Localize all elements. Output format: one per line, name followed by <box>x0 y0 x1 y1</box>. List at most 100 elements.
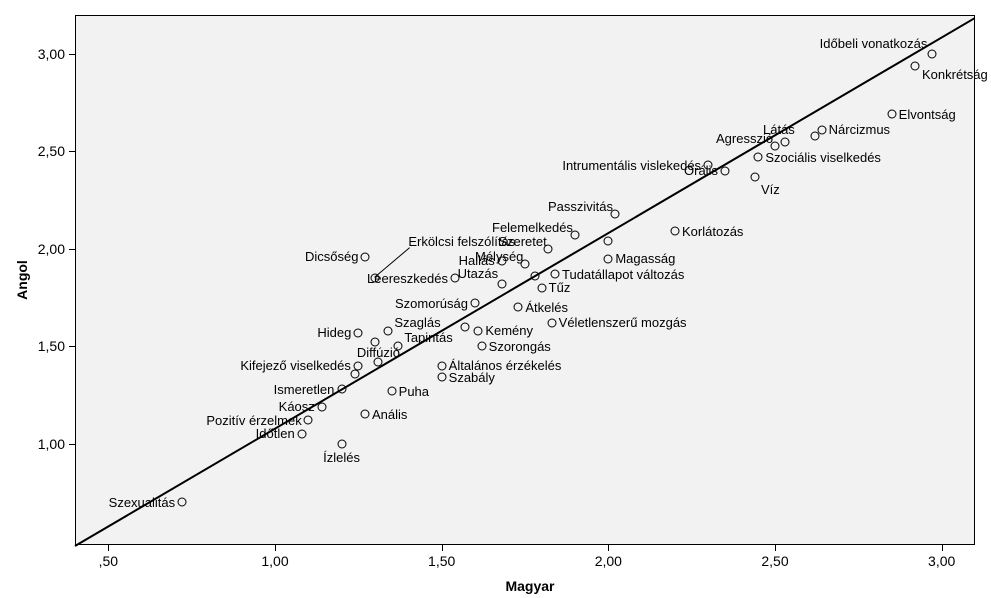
data-point <box>337 439 346 448</box>
data-label: Hideg <box>317 326 351 339</box>
y-tick <box>69 151 75 152</box>
y-tick-label: 2,00 <box>38 241 65 257</box>
data-point <box>471 299 480 308</box>
data-label: Víz <box>761 183 780 196</box>
data-point <box>497 256 506 265</box>
data-point <box>927 49 936 58</box>
data-point <box>177 498 186 507</box>
x-tick-label: ,50 <box>99 553 118 569</box>
data-point <box>547 318 556 327</box>
data-label: Szomorúság <box>395 297 468 310</box>
data-point <box>297 429 306 438</box>
data-point <box>604 237 613 246</box>
data-point <box>531 272 540 281</box>
data-label: Tudatállapot változás <box>562 268 684 281</box>
data-point <box>361 252 370 261</box>
data-label: Korlátozás <box>682 225 743 238</box>
data-point <box>371 338 380 347</box>
x-tick <box>775 545 776 551</box>
data-label: Káosz <box>279 400 315 413</box>
data-point <box>604 254 613 263</box>
data-point <box>887 110 896 119</box>
y-tick <box>69 54 75 55</box>
data-label: Pozitív érzelmek <box>206 414 301 427</box>
data-point <box>474 326 483 335</box>
data-point <box>751 172 760 181</box>
data-point <box>477 342 486 351</box>
data-label: Magasság <box>615 252 675 265</box>
data-point <box>817 125 826 134</box>
y-tick <box>69 249 75 250</box>
y-tick-label: 3,00 <box>38 46 65 62</box>
data-label: Kemény <box>485 324 533 337</box>
x-tick-label: 2,50 <box>761 553 788 569</box>
data-label: Intrumentális vislekedés <box>562 159 701 172</box>
data-point <box>384 326 393 335</box>
data-point <box>437 361 446 370</box>
data-point <box>781 137 790 146</box>
data-label: Véletlenszerű mozgás <box>559 316 687 329</box>
data-point <box>461 322 470 331</box>
x-tick <box>442 545 443 551</box>
x-axis-title: Magyar <box>480 578 580 594</box>
data-point <box>437 373 446 382</box>
x-tick-label: 1,50 <box>428 553 455 569</box>
data-label: Szeretet <box>498 235 546 248</box>
data-label: Időbeli vonatkozás <box>820 37 928 50</box>
x-tick-label: 2,00 <box>595 553 622 569</box>
data-point <box>721 166 730 175</box>
data-label: Ismeretlen <box>274 383 335 396</box>
data-point <box>497 279 506 288</box>
x-tick <box>942 545 943 551</box>
data-point <box>754 153 763 162</box>
data-point <box>911 61 920 70</box>
data-point <box>354 328 363 337</box>
data-label: Időtlen <box>256 427 295 440</box>
data-label: Szexualitás <box>109 496 175 509</box>
data-label: Passzivitás <box>548 200 613 213</box>
x-tick-label: 1,00 <box>261 553 288 569</box>
data-point <box>671 227 680 236</box>
y-tick-label: 1,00 <box>38 436 65 452</box>
data-label: Puha <box>399 385 429 398</box>
x-tick <box>108 545 109 551</box>
data-point <box>394 342 403 351</box>
data-point <box>361 410 370 419</box>
data-point <box>551 270 560 279</box>
data-point <box>337 385 346 394</box>
data-label: Szociális viselkedés <box>765 151 881 164</box>
data-label: Kifejező viselkedés <box>240 359 351 372</box>
data-label: Nárcizmus <box>829 123 890 136</box>
x-tick <box>608 545 609 551</box>
data-label: Tapintás <box>404 331 452 344</box>
data-label: Általános érzékelés <box>449 359 562 372</box>
data-point <box>514 303 523 312</box>
data-label: Dicsőség <box>305 250 358 263</box>
trendline <box>74 17 975 547</box>
data-point <box>351 369 360 378</box>
data-label: Átkelés <box>525 301 568 314</box>
y-axis-title: Angol <box>14 230 30 330</box>
data-label: Felemelkedés <box>492 221 573 234</box>
y-tick <box>69 346 75 347</box>
data-point <box>354 361 363 370</box>
y-tick-label: 1,50 <box>38 338 65 354</box>
x-tick <box>275 545 276 551</box>
x-tick-label: 3,00 <box>928 553 955 569</box>
data-point <box>537 283 546 292</box>
y-tick-label: 2,50 <box>38 143 65 159</box>
data-point <box>387 387 396 396</box>
data-point <box>451 274 460 283</box>
scatter-figure: SzexualitásÍzlelésIdőtlenPozitív érzelme… <box>0 0 991 598</box>
data-label: Elvontság <box>899 108 956 121</box>
y-tick <box>69 444 75 445</box>
data-label: Konkrétság <box>922 68 988 81</box>
data-label: Tűz <box>549 281 571 294</box>
data-point <box>304 416 313 425</box>
data-point <box>704 161 713 170</box>
data-label: Utazás <box>458 267 498 280</box>
data-label: Látás <box>763 123 795 136</box>
plot-area: SzexualitásÍzlelésIdőtlenPozitív érzelme… <box>75 15 975 545</box>
data-label: Szorongás <box>489 340 551 353</box>
data-label: Anális <box>372 408 407 421</box>
